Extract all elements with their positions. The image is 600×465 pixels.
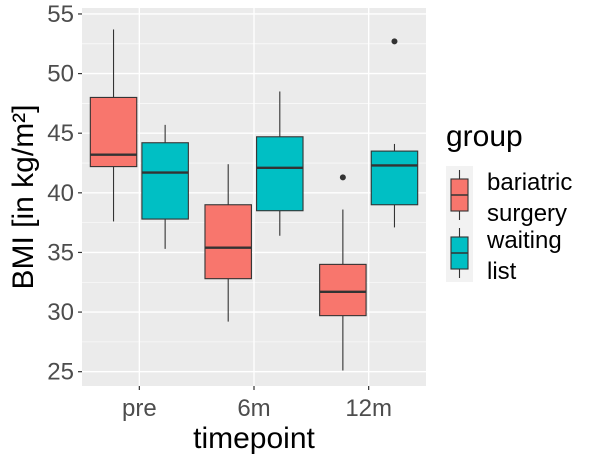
- x-tick-label: pre: [122, 395, 157, 422]
- grid-lines: [82, 8, 426, 386]
- x-tick-label: 6m: [237, 395, 270, 422]
- y-tick-label: 40: [47, 180, 74, 207]
- legend-label: waiting: [486, 227, 562, 254]
- box-layer: [89, 29, 419, 371]
- box-waiting-list-6m: [256, 91, 304, 236]
- y-axis-title: BMI [in kg/m²]: [7, 104, 40, 289]
- legend-item: waiting list: [446, 224, 562, 285]
- legend-title: group: [446, 120, 523, 153]
- box-waiting-list-12m: [370, 38, 419, 228]
- y-tick-label: 25: [47, 359, 74, 386]
- y-tick-label: 45: [47, 120, 74, 147]
- box-iqr: [141, 142, 189, 220]
- box-bariatric-surgery-12m: [319, 174, 367, 371]
- box-bariatric-surgery-6m: [204, 164, 252, 322]
- box-bariatric-surgery-pre: [89, 29, 138, 222]
- x-axis-title: timepoint: [193, 422, 315, 455]
- y-axis: 25 30 35 40 45 50 55: [47, 1, 82, 386]
- legend-label: surgery: [487, 200, 567, 227]
- outlier-point: [391, 38, 398, 45]
- box-waiting-list-pre: [141, 124, 189, 249]
- x-tick-label: 12m: [345, 395, 392, 422]
- outlier-point: [339, 174, 346, 181]
- box-iqr: [370, 150, 419, 206]
- box-iqr: [89, 96, 138, 168]
- legend-label: list: [487, 258, 517, 285]
- y-tick-label: 55: [47, 1, 74, 28]
- legend-item: bariatric surgery: [446, 166, 572, 227]
- box-iqr: [256, 136, 304, 212]
- legend-label: bariatric: [487, 169, 572, 196]
- x-axis: pre 6m 12m: [122, 386, 392, 422]
- box-iqr: [319, 263, 367, 317]
- y-tick-label: 50: [47, 61, 74, 88]
- y-tick-label: 30: [47, 299, 74, 326]
- box-iqr: [204, 204, 252, 280]
- y-tick-label: 35: [47, 239, 74, 266]
